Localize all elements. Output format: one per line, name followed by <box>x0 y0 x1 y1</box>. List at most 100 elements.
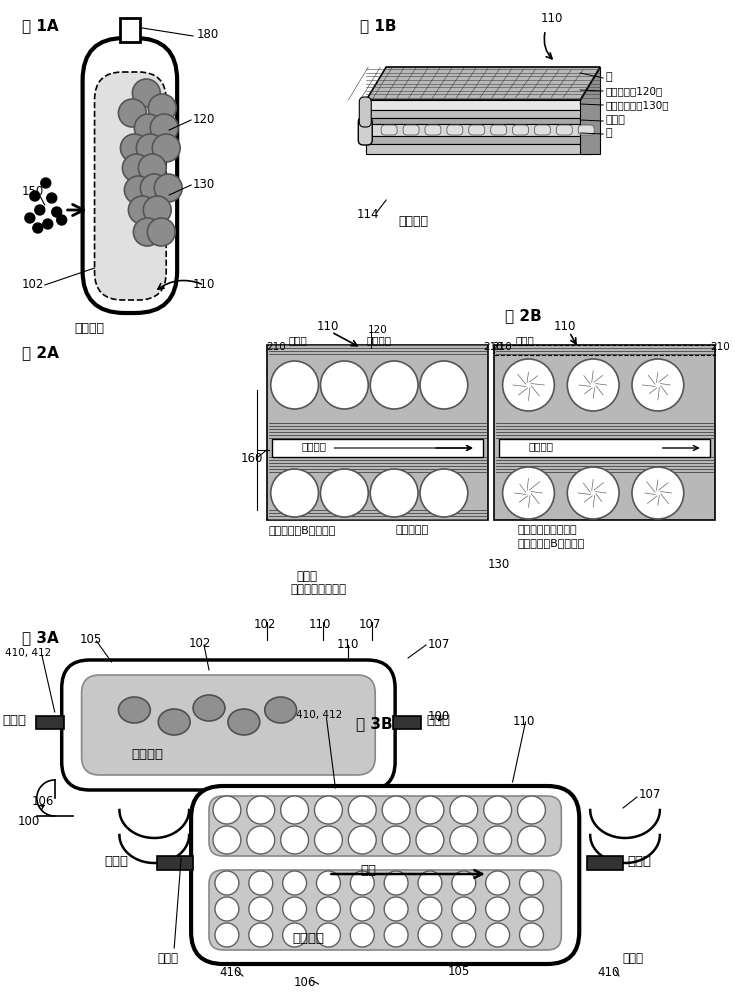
Circle shape <box>418 871 442 895</box>
Text: 120: 120 <box>193 113 215 126</box>
Circle shape <box>484 826 512 854</box>
Text: 106: 106 <box>293 976 316 989</box>
Text: 液体介质: 液体介质 <box>293 932 325 945</box>
Circle shape <box>384 897 408 921</box>
Circle shape <box>351 871 374 895</box>
Circle shape <box>281 796 309 824</box>
Bar <box>366 136 590 144</box>
FancyBboxPatch shape <box>209 870 562 950</box>
Circle shape <box>140 174 168 202</box>
Circle shape <box>247 826 275 854</box>
Text: 图 3B: 图 3B <box>356 716 393 731</box>
Ellipse shape <box>265 697 297 723</box>
Text: 110: 110 <box>317 320 339 333</box>
Text: 110: 110 <box>512 715 535 728</box>
Circle shape <box>215 871 239 895</box>
Text: 出介质: 出介质 <box>622 952 643 965</box>
Text: 网: 网 <box>605 128 612 138</box>
Text: 血管化膜（120）: 血管化膜（120） <box>605 86 662 96</box>
Circle shape <box>632 359 684 411</box>
Text: 现有技术: 现有技术 <box>75 322 104 335</box>
Text: 其内生长有微血管的: 其内生长有微血管的 <box>517 525 577 535</box>
Text: 加压气体: 加压气体 <box>301 441 326 451</box>
Bar <box>494 345 714 520</box>
Circle shape <box>150 114 178 142</box>
Text: 进介质: 进介质 <box>104 855 129 868</box>
Text: 410: 410 <box>597 966 620 979</box>
Circle shape <box>382 796 410 824</box>
FancyBboxPatch shape <box>447 125 463 135</box>
Circle shape <box>123 154 150 182</box>
Circle shape <box>215 923 239 947</box>
Circle shape <box>283 897 306 921</box>
Bar <box>157 856 193 870</box>
FancyBboxPatch shape <box>62 660 395 790</box>
Circle shape <box>452 923 476 947</box>
Text: 图 2A: 图 2A <box>22 345 59 360</box>
Text: 210: 210 <box>484 342 503 352</box>
FancyBboxPatch shape <box>425 125 441 135</box>
Circle shape <box>503 359 554 411</box>
Text: 210: 210 <box>267 342 287 352</box>
Circle shape <box>382 826 410 854</box>
Circle shape <box>416 796 444 824</box>
Text: 透气膜: 透气膜 <box>297 570 318 583</box>
Circle shape <box>450 796 478 824</box>
Circle shape <box>249 897 273 921</box>
Circle shape <box>567 359 619 411</box>
Text: 210: 210 <box>492 342 512 352</box>
Text: 气体: 气体 <box>360 864 376 877</box>
Circle shape <box>452 897 476 921</box>
Text: 人类胰岛或B状球型体: 人类胰岛或B状球型体 <box>269 525 336 535</box>
Circle shape <box>315 826 343 854</box>
Text: 102: 102 <box>189 637 212 650</box>
Circle shape <box>517 826 545 854</box>
Ellipse shape <box>158 709 190 735</box>
Circle shape <box>486 897 509 921</box>
Circle shape <box>315 796 343 824</box>
Text: 160: 160 <box>241 452 263 465</box>
Text: 密封件: 密封件 <box>605 115 625 125</box>
Circle shape <box>503 467 554 519</box>
Bar <box>36 716 64 729</box>
FancyBboxPatch shape <box>358 117 372 145</box>
Circle shape <box>283 923 306 947</box>
Circle shape <box>41 178 51 188</box>
Circle shape <box>121 134 148 162</box>
Circle shape <box>384 923 408 947</box>
Text: 102: 102 <box>22 278 44 291</box>
FancyBboxPatch shape <box>191 786 579 964</box>
Circle shape <box>517 796 545 824</box>
Text: 410, 412: 410, 412 <box>295 710 342 720</box>
Text: 出介质: 出介质 <box>426 714 450 727</box>
Circle shape <box>33 223 43 233</box>
FancyBboxPatch shape <box>556 125 573 135</box>
Text: 107: 107 <box>358 618 381 631</box>
Circle shape <box>247 796 275 824</box>
Text: 110: 110 <box>337 638 359 651</box>
FancyBboxPatch shape <box>512 125 528 135</box>
Circle shape <box>418 923 442 947</box>
Circle shape <box>147 218 175 246</box>
FancyBboxPatch shape <box>82 38 177 313</box>
Text: 410: 410 <box>219 966 241 979</box>
Circle shape <box>132 79 160 107</box>
Text: 110: 110 <box>193 278 215 291</box>
Text: 114: 114 <box>356 208 379 221</box>
Circle shape <box>420 469 467 517</box>
Circle shape <box>348 796 376 824</box>
Circle shape <box>370 361 418 409</box>
Circle shape <box>25 213 35 223</box>
Text: 免疫隔离膜（130）: 免疫隔离膜（130） <box>605 100 669 110</box>
Circle shape <box>47 193 57 203</box>
FancyBboxPatch shape <box>209 796 562 856</box>
Text: 150: 150 <box>22 185 44 198</box>
Circle shape <box>213 796 241 824</box>
Text: 102: 102 <box>254 618 276 631</box>
Circle shape <box>632 467 684 519</box>
Circle shape <box>51 207 62 217</box>
Text: 微血管膜: 微血管膜 <box>366 335 391 345</box>
Text: 液体介质: 液体介质 <box>132 748 163 761</box>
Circle shape <box>351 897 374 921</box>
Bar <box>393 716 421 729</box>
